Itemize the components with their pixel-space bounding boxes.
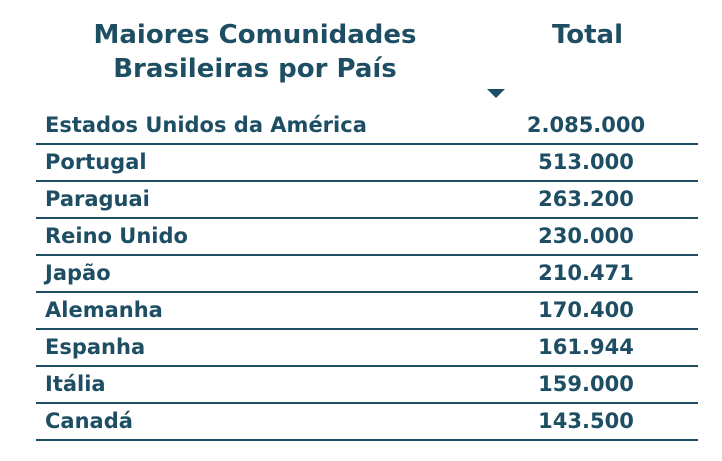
- caret-down-icon[interactable]: [487, 89, 505, 98]
- column-header-country[interactable]: Maiores Comunidades Brasileiras por País: [60, 18, 450, 86]
- country-name: Itália: [45, 372, 106, 396]
- column-header-total[interactable]: Total: [551, 20, 624, 50]
- column-header-title-line1: Maiores Comunidades: [93, 20, 417, 50]
- table-row[interactable]: Alemanha 170.400: [36, 293, 698, 330]
- table-row[interactable]: Espanha 161.944: [36, 330, 698, 367]
- table-row[interactable]: Estados Unidos da América 2.085.000: [36, 108, 698, 145]
- table-row[interactable]: Reino Unido 230.000: [36, 219, 698, 256]
- table-row[interactable]: Paraguai 263.200: [36, 182, 698, 219]
- community-total: 263.200: [538, 187, 634, 211]
- country-name: Reino Unido: [45, 224, 188, 248]
- community-total: 230.000: [538, 224, 634, 248]
- country-name: Portugal: [45, 150, 147, 174]
- table-row[interactable]: Itália 159.000: [36, 367, 698, 404]
- community-total: 161.944: [538, 335, 634, 359]
- community-total: 210.471: [538, 261, 634, 285]
- community-total: 513.000: [538, 150, 634, 174]
- table-header: Maiores Comunidades Brasileiras por País…: [0, 0, 722, 112]
- community-total: 159.000: [538, 372, 634, 396]
- table-row[interactable]: Canadá 143.500: [36, 404, 698, 441]
- community-total: 170.400: [538, 298, 634, 322]
- country-name: Estados Unidos da América: [45, 113, 367, 137]
- community-total: 2.085.000: [526, 113, 646, 137]
- country-name: Paraguai: [45, 187, 150, 211]
- table-row[interactable]: Japão 210.471: [36, 256, 698, 293]
- data-table: Estados Unidos da América 2.085.000 Portug…: [36, 108, 698, 441]
- column-header-title-line2: Brasileiras por País: [113, 54, 397, 84]
- table-row[interactable]: Portugal 513.000: [36, 145, 698, 182]
- country-name: Canadá: [45, 409, 133, 433]
- community-total: 143.500: [538, 409, 634, 433]
- country-name: Japão: [45, 261, 111, 285]
- country-name: Espanha: [45, 335, 146, 359]
- country-name: Alemanha: [45, 298, 163, 322]
